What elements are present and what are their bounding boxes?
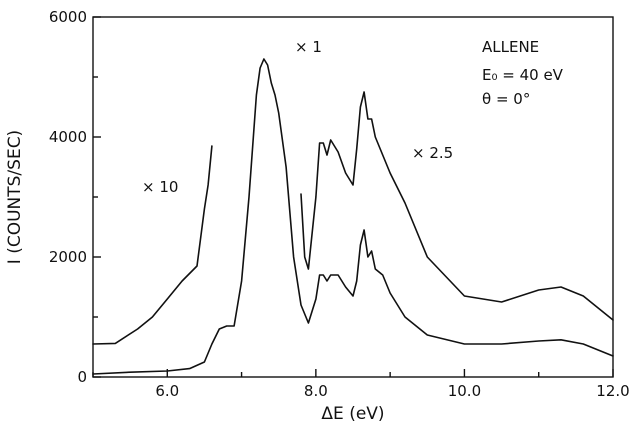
y-tick-label: 0: [77, 368, 87, 386]
series-line-scale-x1: [92, 58, 614, 375]
y-axis-title: I (COUNTS/SEC): [5, 130, 25, 264]
y-tick-label: 6000: [49, 8, 87, 26]
axis-ticks: 6.0 8.0 10.0 12.0 0 2000 4000 6000: [49, 8, 630, 400]
series-line-scale-x25: [300, 91, 614, 321]
x-tick-label: 12.0: [596, 382, 629, 400]
annotation-angle: θ = 0°: [482, 90, 530, 108]
y-tick-label: 2000: [49, 248, 87, 266]
annotation-scale-x1: × 1: [295, 38, 322, 56]
x-axis-title: ΔE (eV): [321, 404, 384, 424]
y-tick-label: 4000: [49, 128, 87, 146]
x-tick-label: 10.0: [448, 382, 481, 400]
annotation-scale-x10: × 10: [142, 178, 178, 196]
curves: [92, 58, 614, 375]
annotation-scale-x25: × 2.5: [412, 144, 453, 162]
annotation-molecule: ALLENE: [482, 38, 539, 56]
x-tick-label: 8.0: [304, 382, 328, 400]
series-line-scale-x10: [92, 145, 213, 345]
x-tick-label: 6.0: [155, 382, 179, 400]
annotation-energy: E₀ = 40 eV: [482, 66, 564, 84]
